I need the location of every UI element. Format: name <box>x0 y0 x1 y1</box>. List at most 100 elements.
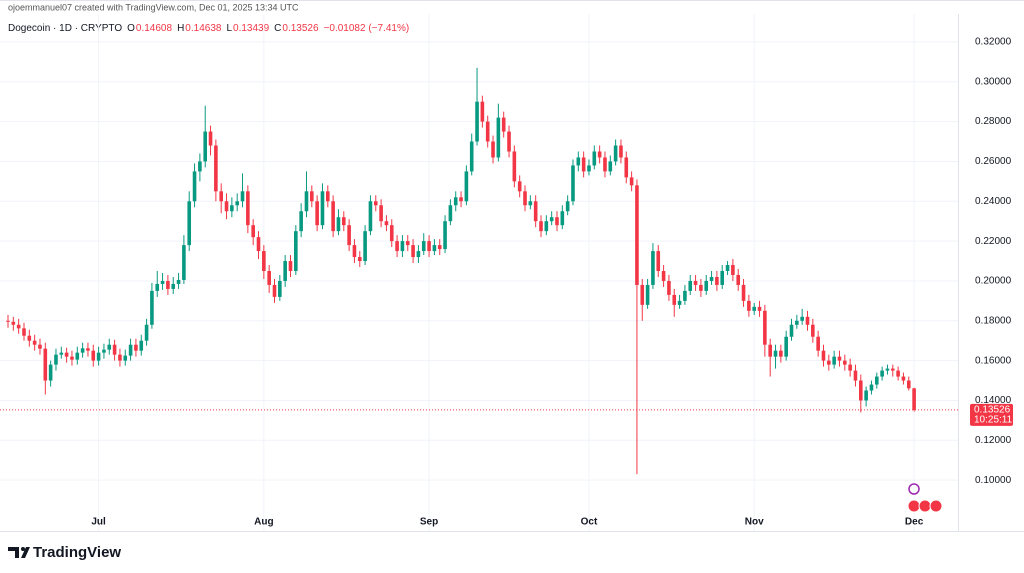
candle-body <box>779 350 783 357</box>
candle-body <box>357 257 362 262</box>
price-tag <box>970 403 1013 426</box>
candle-body <box>448 205 453 222</box>
y-tick-label: 0.10000 <box>975 475 1012 486</box>
plot: 0.10000 0.12000 0.14000 0.16000 0.18000 0.200… <box>0 14 1013 531</box>
candle-body <box>757 306 762 311</box>
candle-body <box>182 245 186 280</box>
candle-body <box>400 241 405 252</box>
ohlc-value: 0.14638 <box>185 23 222 34</box>
candle-body <box>565 201 570 212</box>
candle-body <box>294 231 298 271</box>
candle-body <box>27 335 32 341</box>
candle-body <box>912 388 916 410</box>
candle-body <box>619 145 623 158</box>
candle-body <box>144 324 149 341</box>
candle-body <box>123 355 128 361</box>
logo-mark <box>8 547 30 558</box>
candle-body <box>501 117 506 132</box>
candle-body <box>198 161 202 172</box>
candle-body <box>272 284 277 297</box>
candle-body <box>485 121 490 142</box>
candle-body <box>22 328 26 336</box>
candle-body <box>597 151 602 158</box>
y-tick-label: 0.20000 <box>975 276 1012 287</box>
candle-body <box>80 348 85 353</box>
candle-body <box>347 225 351 246</box>
icon <box>907 499 921 513</box>
candle-body <box>256 237 261 252</box>
candle-body <box>555 217 559 226</box>
candle-body <box>379 205 383 222</box>
x-tick-label: Oct <box>581 517 598 528</box>
candle-body <box>880 370 884 377</box>
candle-body <box>571 165 575 202</box>
legend-text: Dogecoin · 1D · CRYPTO O0.14608 H0.14638 L0… <box>8 23 409 34</box>
candle-body <box>139 340 144 351</box>
candle-body <box>352 245 357 258</box>
candle-body <box>821 350 826 361</box>
candle-body <box>107 344 112 350</box>
candle-body <box>315 201 319 226</box>
candle-body <box>533 201 538 222</box>
candle-body <box>421 241 426 252</box>
candle-body <box>48 364 53 381</box>
candle-body <box>288 261 293 271</box>
candle-body <box>246 191 250 226</box>
candle-body <box>336 217 341 232</box>
candle-body <box>629 177 634 186</box>
candle-body <box>59 352 64 355</box>
candle-body <box>592 151 597 166</box>
y-tick-label: 0.14000 <box>975 395 1012 406</box>
ohlc-value: 0.14608 <box>136 23 173 34</box>
candle-body <box>667 280 671 295</box>
candle-body <box>155 283 160 291</box>
candle-body <box>725 265 730 271</box>
candle-body <box>853 370 858 381</box>
logo-dot <box>21 547 25 551</box>
candle-body <box>491 141 495 158</box>
candle-body <box>608 161 613 172</box>
icon <box>929 499 943 513</box>
candle-body <box>874 376 879 385</box>
candle-body <box>805 316 810 325</box>
y-tick-label: 0.24000 <box>975 196 1012 207</box>
candle-body <box>768 344 772 357</box>
y-tick-label: 0.30000 <box>975 76 1012 87</box>
x-tick-label: Dec <box>905 517 924 528</box>
candle-body <box>763 310 767 345</box>
candle-body <box>128 344 133 356</box>
candle-body <box>576 157 581 166</box>
candle-body <box>278 280 282 297</box>
candle-body <box>480 101 485 122</box>
candle-body <box>54 354 58 365</box>
candle-body <box>331 201 335 232</box>
candle-body <box>43 348 48 381</box>
legend: Dogecoin · 1D · CRYPTO O0.14608 H0.14638 L0… <box>8 23 409 34</box>
candle-body <box>411 245 415 258</box>
y-tick-label: 0.12000 <box>975 435 1012 446</box>
candle-body <box>112 344 117 355</box>
brand: TradingView <box>33 544 121 561</box>
candle-body <box>906 380 911 389</box>
candle-body <box>224 201 229 212</box>
candle-body <box>496 117 501 158</box>
candle-body <box>389 225 394 242</box>
x-tick-label: Nov <box>745 517 764 528</box>
candle-body <box>715 276 719 285</box>
candle-body <box>704 280 709 291</box>
icon <box>908 483 920 495</box>
candle-body <box>320 191 325 226</box>
candle-body <box>752 306 756 311</box>
candle-body <box>304 191 309 212</box>
candle-body <box>720 270 725 285</box>
candle-body <box>166 280 170 289</box>
candle-body <box>405 241 410 246</box>
candle-body <box>587 165 591 172</box>
y-tick-label: 0.26000 <box>975 156 1012 167</box>
candle-body <box>832 356 836 365</box>
candle-body <box>160 280 165 284</box>
candle-body <box>32 340 37 345</box>
candle-body <box>848 364 852 371</box>
candle-body <box>773 350 778 357</box>
